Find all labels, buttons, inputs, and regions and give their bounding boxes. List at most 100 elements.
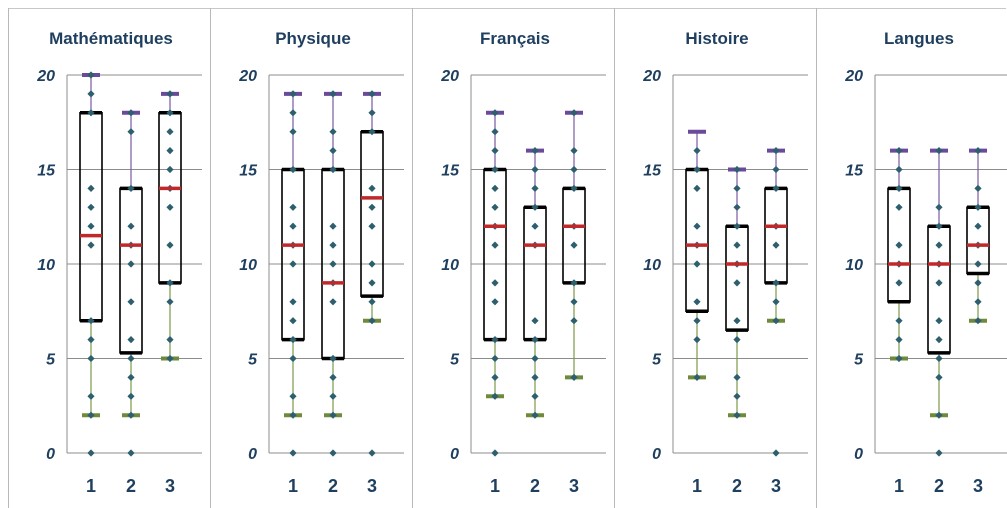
data-point	[935, 203, 943, 211]
data-point	[772, 279, 780, 287]
data-point	[329, 411, 337, 419]
data-point	[329, 449, 337, 457]
y-tick-label: 5	[652, 352, 662, 369]
data-point	[733, 279, 741, 287]
data-point	[974, 222, 982, 230]
chart-panel: Mathématiques 0 5 10 15 20 1 2 3	[36, 29, 202, 496]
data-point	[329, 392, 337, 400]
data-point	[166, 241, 174, 249]
data-point	[368, 279, 376, 287]
data-point	[733, 392, 741, 400]
data-point	[531, 165, 539, 174]
data-point	[491, 109, 499, 117]
data-point	[531, 354, 539, 363]
data-point	[289, 128, 297, 136]
data-point	[974, 298, 982, 306]
data-point	[531, 222, 539, 230]
y-tick-label: 0	[854, 446, 863, 463]
data-point	[935, 222, 943, 230]
data-point	[368, 203, 376, 211]
data-point	[127, 373, 135, 381]
iqr-box	[158, 112, 182, 284]
data-point	[693, 317, 701, 325]
data-point	[368, 298, 376, 306]
top-border	[8, 8, 1006, 9]
data-point	[733, 411, 741, 419]
data-point	[166, 298, 174, 306]
panel-divider	[412, 8, 413, 508]
data-point	[127, 128, 135, 136]
data-point	[289, 411, 297, 419]
data-point	[693, 184, 701, 192]
y-tick-label: 0	[46, 446, 55, 463]
data-point	[772, 317, 780, 325]
data-point	[87, 354, 95, 363]
data-point	[895, 354, 903, 363]
data-point	[693, 336, 701, 344]
data-point	[491, 184, 499, 192]
data-point	[974, 203, 982, 211]
data-point	[289, 298, 297, 306]
data-point	[87, 392, 95, 400]
x-tick-label: 1	[894, 476, 904, 496]
data-point	[289, 109, 297, 117]
data-point	[368, 184, 376, 192]
y-tick-label: 10	[441, 257, 459, 274]
data-point	[974, 184, 982, 192]
y-tick-label: 20	[844, 68, 863, 85]
data-point	[531, 184, 539, 192]
data-point	[935, 279, 943, 287]
data-point	[87, 90, 95, 98]
data-point	[289, 449, 297, 457]
chart-panel: Histoire 0 5 10 15 20 1 2 3	[642, 29, 808, 496]
chart-title: Mathématiques	[49, 29, 173, 48]
data-point	[772, 165, 780, 174]
data-point	[166, 203, 174, 211]
data-point	[974, 279, 982, 287]
data-point	[289, 317, 297, 325]
data-point	[935, 336, 943, 344]
data-point	[127, 336, 135, 344]
x-tick-label: 2	[934, 476, 944, 496]
iqr-box	[79, 112, 103, 322]
data-point	[289, 354, 297, 363]
data-point	[570, 298, 578, 306]
x-tick-label: 3	[771, 476, 781, 496]
data-point	[491, 449, 499, 457]
y-tick-label: 20	[238, 68, 257, 85]
data-point	[329, 298, 337, 306]
x-tick-label: 2	[126, 476, 136, 496]
data-point	[491, 203, 499, 211]
data-point	[289, 336, 297, 344]
data-point	[772, 241, 780, 249]
data-point	[895, 165, 903, 174]
data-point	[733, 184, 741, 192]
data-point	[531, 203, 539, 211]
y-tick-label: 20	[642, 68, 661, 85]
data-point	[935, 147, 943, 155]
y-tick-label: 0	[248, 446, 257, 463]
data-point	[531, 147, 539, 155]
data-point	[895, 336, 903, 344]
data-point	[733, 241, 741, 249]
data-point	[733, 373, 741, 381]
data-point	[289, 392, 297, 400]
data-point	[127, 184, 135, 192]
data-point	[87, 71, 95, 79]
x-tick-label: 3	[569, 476, 579, 496]
data-point	[895, 317, 903, 325]
data-point	[693, 298, 701, 306]
data-point	[127, 222, 135, 230]
data-point	[531, 411, 539, 419]
data-point	[329, 147, 337, 155]
data-point	[693, 165, 701, 174]
iqr-box	[483, 168, 507, 341]
data-point	[935, 354, 943, 363]
data-point	[127, 411, 135, 419]
y-tick-label: 5	[450, 352, 460, 369]
data-point	[329, 260, 337, 268]
iqr-box	[119, 187, 143, 354]
panel-divider	[816, 8, 817, 508]
y-tick-label: 0	[652, 446, 661, 463]
data-point	[368, 90, 376, 98]
